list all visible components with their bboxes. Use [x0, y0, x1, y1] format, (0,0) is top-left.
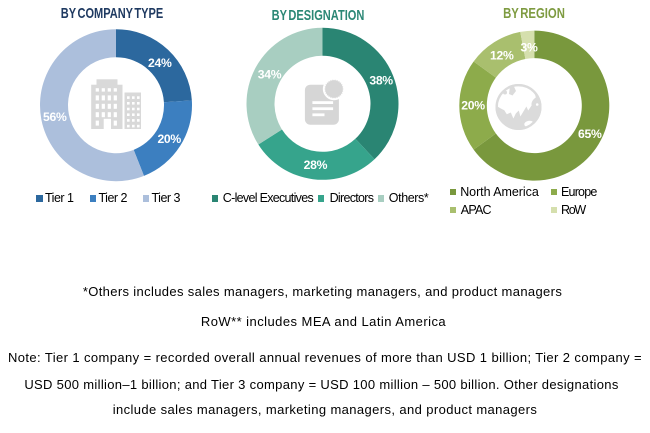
svg-text:38%: 38%: [369, 74, 393, 88]
svg-text:12%: 12%: [490, 48, 514, 62]
svg-text:3%: 3%: [520, 40, 537, 54]
svg-text:20%: 20%: [461, 99, 485, 113]
svg-text:56%: 56%: [43, 110, 67, 124]
svg-text:28%: 28%: [304, 158, 328, 172]
svg-text:20%: 20%: [157, 132, 181, 146]
svg-text:65%: 65%: [578, 127, 602, 141]
svg-text:34%: 34%: [258, 68, 282, 82]
svg-text:24%: 24%: [148, 56, 172, 70]
